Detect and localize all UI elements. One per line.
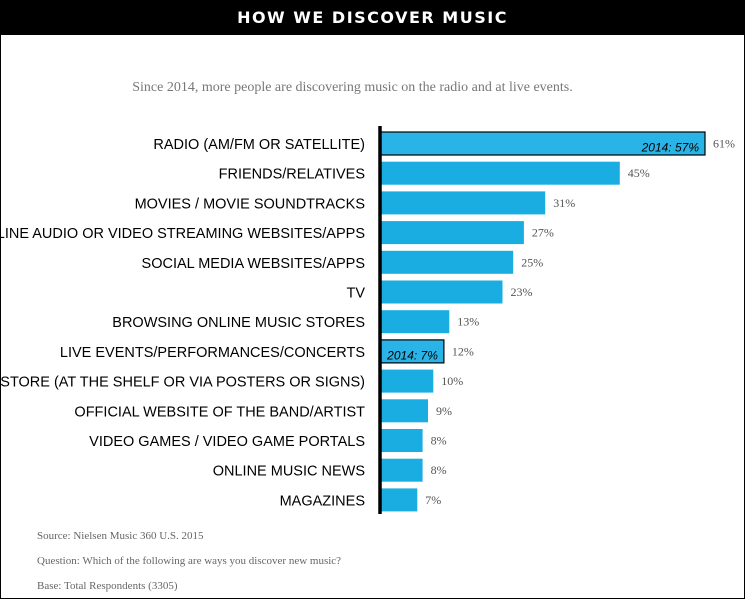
value-label: 9% — [436, 404, 452, 418]
question-note: Question: Which of the following are way… — [37, 555, 342, 567]
bar — [380, 429, 423, 452]
bar — [380, 191, 546, 215]
category-label: ONLINE AUDIO OR VIDEO STREAMING WEBSITES… — [0, 226, 365, 242]
value-label: 25% — [521, 255, 543, 269]
category-label: BROWSING ONLINE MUSIC STORES — [112, 315, 365, 331]
bar — [380, 458, 423, 482]
value-label: 8% — [431, 434, 447, 448]
category-label: MOVIES / MOVIE SOUNDTRACKS — [135, 196, 365, 212]
bar — [380, 250, 514, 274]
bar — [380, 399, 428, 423]
value-label: 13% — [457, 315, 479, 329]
category-label: SOCIAL MEDIA WEBSITES/APPS — [142, 256, 365, 272]
bar — [380, 369, 434, 393]
category-label: VIDEO GAMES / VIDEO GAME PORTALS — [89, 434, 365, 450]
category-label: MAGAZINES — [280, 493, 365, 509]
value-label: 61% — [713, 137, 735, 151]
comparison-2014-label: 2014: 57% — [641, 141, 700, 155]
category-label: OFFICIAL WEBSITE OF THE BAND/ARTIST — [74, 404, 365, 420]
value-label: 23% — [511, 285, 533, 299]
source-note: Source: Nielsen Music 360 U.S. 2015 — [37, 530, 204, 542]
base-note: Base: Total Respondents (3305) — [37, 580, 178, 592]
value-label: 31% — [553, 196, 575, 210]
bar — [380, 488, 418, 512]
bar — [380, 221, 524, 245]
value-label: 12% — [452, 344, 474, 358]
chart-header: HOW WE DISCOVER MUSIC — [1, 1, 744, 35]
value-label: 7% — [425, 493, 441, 507]
bar — [380, 280, 503, 304]
category-label: ONLINE MUSIC NEWS — [213, 464, 365, 480]
bar — [380, 310, 450, 334]
category-label: RADIO (AM/FM OR SATELLITE) — [153, 137, 365, 153]
value-label: 27% — [532, 226, 554, 240]
category-label: TV — [346, 286, 365, 302]
chart-subtitle: Since 2014, more people are discovering … — [132, 80, 573, 95]
category-label: IN-STORE (AT THE SHELF OR VIA POSTERS OR… — [0, 375, 365, 391]
value-label: 10% — [441, 374, 463, 388]
category-label: LIVE EVENTS/PERFORMANCES/CONCERTS — [60, 345, 365, 361]
value-label: 45% — [628, 166, 650, 180]
value-label: 8% — [431, 463, 447, 477]
comparison-2014-label: 2014: 7% — [386, 348, 438, 362]
category-label: FRIENDS/RELATIVES — [219, 167, 365, 183]
bar — [380, 161, 620, 185]
